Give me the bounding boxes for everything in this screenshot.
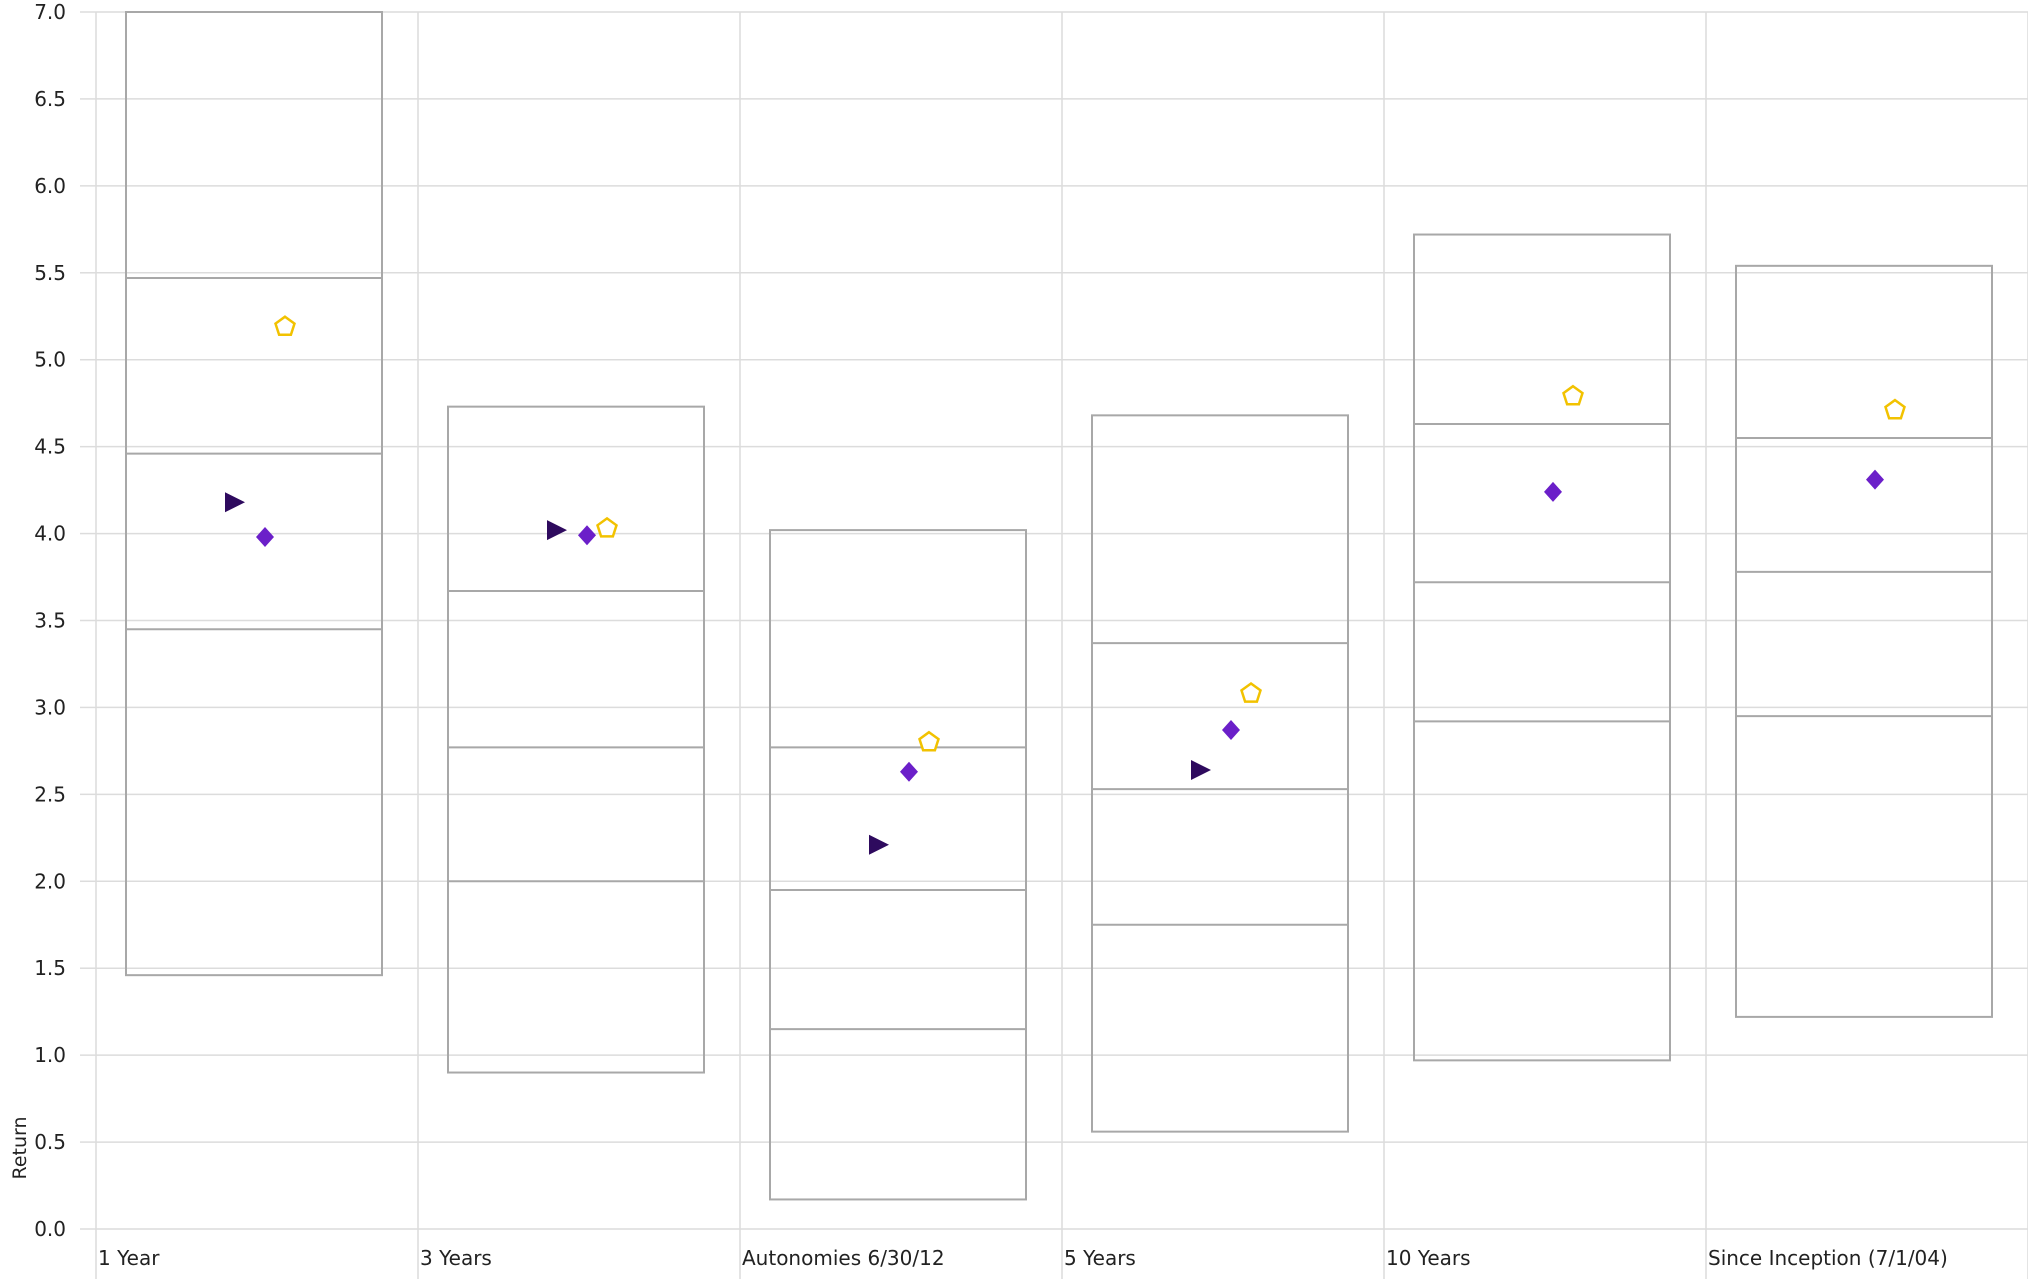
pentagon-marker (274, 315, 296, 337)
y-tick-label: 2.0 (34, 869, 66, 893)
pentagon-marker (1562, 384, 1584, 406)
box-outline (769, 529, 1027, 1201)
pentagon-marker (1884, 398, 1906, 420)
x-tick-label: 10 Years (1386, 1246, 1471, 1270)
box-outline (1413, 233, 1671, 1062)
triangle-marker (1191, 760, 1211, 781)
x-tick-label: 1 Year (98, 1246, 160, 1270)
diamond-marker (1544, 481, 1562, 502)
triangle-marker (225, 492, 245, 513)
diamond-marker (1866, 469, 1884, 490)
triangle-marker (547, 520, 567, 541)
pentagon-marker (1240, 681, 1262, 703)
y-tick-label: 1.5 (34, 956, 66, 980)
x-tick-label: 5 Years (1064, 1246, 1136, 1270)
diamond-marker (256, 527, 274, 548)
y-tick-label: 6.5 (34, 87, 66, 111)
boxes (125, 11, 1993, 1201)
x-tick-label: 3 Years (420, 1246, 492, 1270)
pentagon-marker (596, 516, 618, 538)
diamond-marker (1222, 720, 1240, 741)
data-markers (225, 315, 1906, 855)
diamond-marker (900, 761, 918, 782)
box-outline (447, 405, 705, 1074)
y-tick-label: 5.5 (34, 261, 66, 285)
pentagon-marker (918, 730, 940, 752)
box-outline (1735, 264, 1993, 1018)
y-tick-label: 4.0 (34, 522, 66, 546)
y-tick-label: 2.5 (34, 782, 66, 806)
triangle-marker (869, 834, 889, 855)
y-axis-title: Return (9, 1116, 31, 1179)
y-tick-label: 7.0 (34, 0, 66, 24)
y-tick-label: 1.0 (34, 1043, 66, 1067)
y-tick-label: 3.0 (34, 695, 66, 719)
diamond-marker (578, 525, 596, 546)
box-outline (1091, 414, 1349, 1133)
y-tick-label: 3.5 (34, 609, 66, 633)
y-tick-label: 4.5 (34, 435, 66, 459)
grid-lines (80, 11, 2028, 1279)
y-tick-label: 6.0 (34, 174, 66, 198)
y-tick-label: 0.0 (34, 1217, 66, 1241)
y-tick-label: 5.0 (34, 348, 66, 372)
y-tick-label: 0.5 (34, 1130, 66, 1154)
axis-labels: 0.0 0.5 1.0 1.5 2.0 2.5 3.0 3.5 4.0 4.5 5.0 5.5 6.0 6… (34, 0, 1948, 1270)
box-outline (125, 11, 383, 977)
x-tick-label: Since Inception (7/1/04) (1708, 1246, 1948, 1270)
x-tick-label: Autonomies 6/30/12 (742, 1246, 945, 1270)
